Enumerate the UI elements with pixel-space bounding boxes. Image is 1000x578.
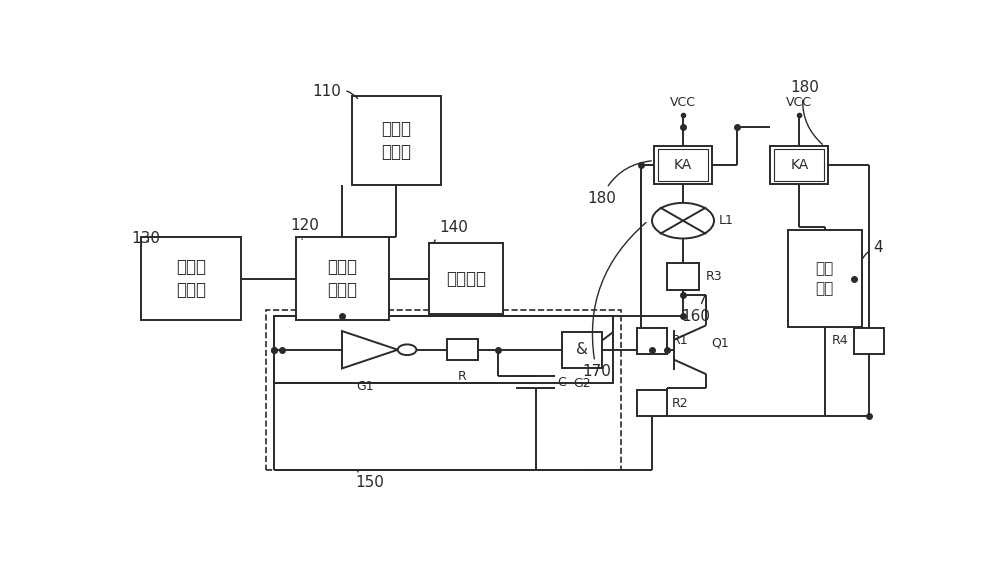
- Text: 170: 170: [582, 223, 646, 379]
- Text: L1: L1: [719, 214, 734, 227]
- FancyBboxPatch shape: [654, 146, 712, 184]
- FancyBboxPatch shape: [667, 262, 699, 290]
- Text: VCC: VCC: [670, 97, 696, 109]
- FancyBboxPatch shape: [637, 328, 667, 354]
- Text: G1: G1: [356, 380, 374, 393]
- FancyBboxPatch shape: [637, 390, 667, 416]
- FancyBboxPatch shape: [447, 339, 478, 361]
- Text: KA: KA: [790, 158, 808, 172]
- FancyBboxPatch shape: [140, 238, 241, 320]
- Text: R3: R3: [705, 270, 722, 283]
- FancyBboxPatch shape: [296, 238, 388, 320]
- Text: 180: 180: [587, 161, 651, 206]
- Text: 电磁
吸盘: 电磁 吸盘: [816, 261, 834, 296]
- Text: 130: 130: [131, 231, 160, 246]
- Text: 160: 160: [681, 295, 710, 324]
- Text: 150: 150: [355, 470, 384, 490]
- Text: C: C: [557, 376, 566, 388]
- FancyBboxPatch shape: [429, 243, 503, 314]
- FancyBboxPatch shape: [774, 149, 824, 181]
- Text: 4: 4: [863, 240, 883, 258]
- Text: Q1: Q1: [711, 336, 729, 350]
- Text: 180: 180: [790, 80, 822, 144]
- Text: R4: R4: [831, 334, 848, 347]
- Text: 录入模块: 录入模块: [446, 269, 486, 287]
- Text: R2: R2: [671, 397, 688, 410]
- Text: 120: 120: [290, 218, 319, 239]
- FancyBboxPatch shape: [352, 96, 441, 185]
- Text: R1: R1: [671, 334, 688, 347]
- Text: VCC: VCC: [786, 97, 812, 109]
- FancyBboxPatch shape: [562, 332, 602, 368]
- FancyBboxPatch shape: [854, 328, 884, 354]
- FancyBboxPatch shape: [788, 229, 862, 328]
- Text: 身份存
储装置: 身份存 储装置: [176, 258, 206, 299]
- Text: 140: 140: [434, 220, 468, 243]
- FancyBboxPatch shape: [658, 149, 708, 181]
- Text: 身份核
对装置: 身份核 对装置: [327, 258, 357, 299]
- Text: R: R: [458, 370, 466, 383]
- Text: 110: 110: [313, 84, 358, 99]
- Text: G2: G2: [573, 377, 591, 390]
- Text: KA: KA: [674, 158, 692, 172]
- Text: &: &: [576, 342, 588, 357]
- FancyBboxPatch shape: [770, 146, 828, 184]
- Text: 身份录
入装置: 身份录 入装置: [381, 120, 411, 161]
